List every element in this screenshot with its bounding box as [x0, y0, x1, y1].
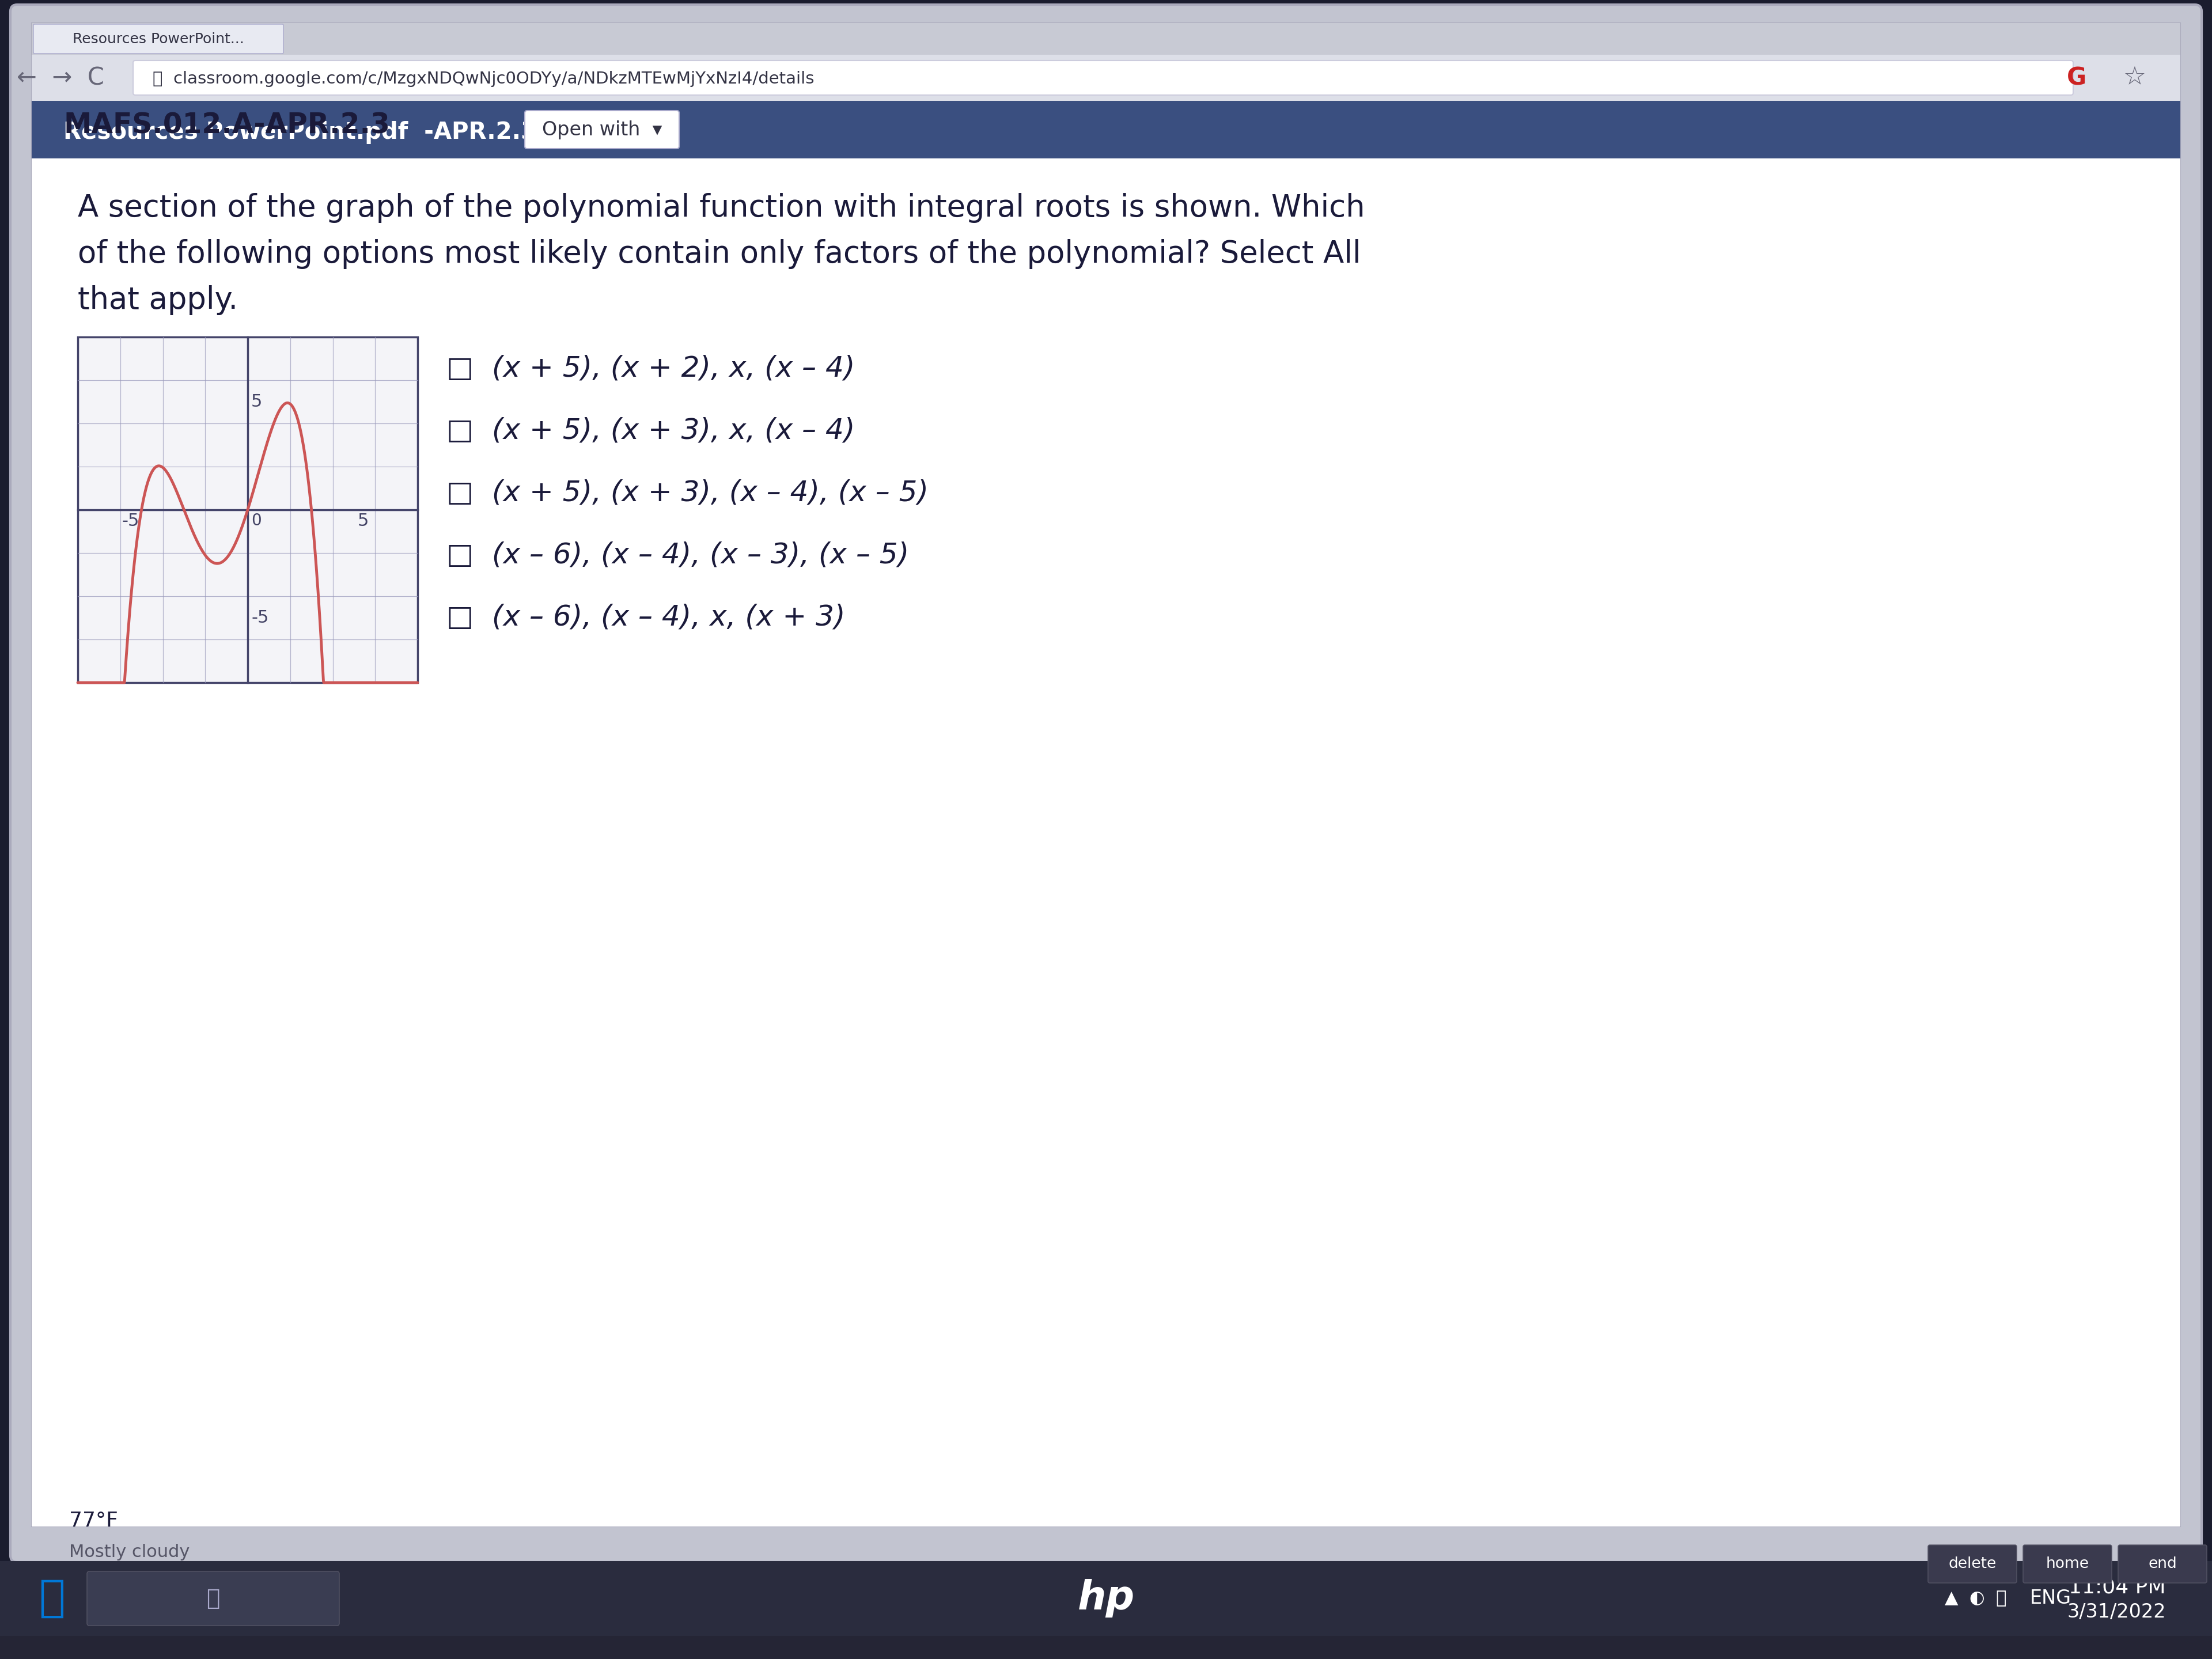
Text: Mostly cloudy: Mostly cloudy	[69, 1545, 190, 1561]
FancyBboxPatch shape	[86, 1571, 338, 1626]
Text: delete: delete	[1949, 1556, 1997, 1571]
Text: 🔍: 🔍	[206, 1588, 219, 1609]
Text: A section of the graph of the polynomial function with integral roots is shown. : A section of the graph of the polynomial…	[77, 192, 1365, 222]
Text: hp: hp	[1077, 1579, 1135, 1618]
Bar	[31, 158, 2181, 1526]
Text: Resources PowerPoint...: Resources PowerPoint...	[73, 32, 243, 46]
Bar	[0, 1561, 2212, 1636]
Text: □  (x – 6), (x – 4), (x – 3), (x – 5): □ (x – 6), (x – 4), (x – 3), (x – 5)	[447, 541, 909, 569]
FancyBboxPatch shape	[33, 25, 283, 53]
Text: □  (x + 5), (x + 3), (x – 4), (x – 5): □ (x + 5), (x + 3), (x – 4), (x – 5)	[447, 479, 929, 506]
Text: 77°F: 77°F	[69, 1511, 117, 1531]
Text: □  (x – 6), (x – 4), x, (x + 3): □ (x – 6), (x – 4), x, (x + 3)	[447, 604, 845, 630]
FancyBboxPatch shape	[524, 111, 679, 149]
Text: 0: 0	[252, 513, 261, 529]
FancyBboxPatch shape	[2119, 1545, 2208, 1583]
Text: Open with  ▾: Open with ▾	[542, 119, 661, 139]
Text: 11:04 PM: 11:04 PM	[2068, 1578, 2166, 1598]
Text: end: end	[2148, 1556, 2177, 1571]
Text: 3/31/2022: 3/31/2022	[2066, 1603, 2166, 1621]
Text: G: G	[2066, 66, 2086, 90]
Text: ENG: ENG	[2031, 1589, 2070, 1608]
FancyBboxPatch shape	[133, 60, 2073, 95]
Text: 5: 5	[252, 393, 263, 410]
Text: that apply.: that apply.	[77, 285, 239, 315]
Bar	[77, 337, 418, 682]
Text: -5: -5	[252, 609, 268, 625]
Bar	[0, 1632, 2212, 1659]
Text: home: home	[2046, 1556, 2088, 1571]
Text: 5: 5	[358, 513, 369, 529]
Bar	[31, 55, 2181, 101]
Bar	[31, 23, 2181, 55]
Text: □  (x + 5), (x + 2), x, (x – 4): □ (x + 5), (x + 2), x, (x – 4)	[447, 355, 856, 382]
Bar	[31, 101, 2181, 158]
Text: ☆: ☆	[2124, 65, 2146, 90]
Text: 🔒  classroom.google.com/c/MzgxNDQwNjc0ODYy/a/NDkzMTEwMjYxNzI4/details: 🔒 classroom.google.com/c/MzgxNDQwNjc0ODY…	[153, 71, 814, 86]
FancyBboxPatch shape	[11, 5, 2201, 1563]
Text: □  (x + 5), (x + 3), x, (x – 4): □ (x + 5), (x + 3), x, (x – 4)	[447, 416, 856, 445]
Text: ⧉: ⧉	[38, 1578, 64, 1619]
FancyBboxPatch shape	[1929, 1545, 2017, 1583]
Text: MAFS.012.A-APR.2.3: MAFS.012.A-APR.2.3	[64, 111, 389, 139]
Text: Resources PowerPoint.pdf  -APR.2.3: Resources PowerPoint.pdf -APR.2.3	[64, 121, 538, 144]
Text: ▲  ◐  🔊: ▲ ◐ 🔊	[1944, 1591, 2006, 1608]
FancyBboxPatch shape	[2024, 1545, 2112, 1583]
Text: ←  →  C: ← → C	[18, 66, 104, 90]
Text: of the following options most likely contain only factors of the polynomial? Sel: of the following options most likely con…	[77, 239, 1360, 269]
Text: -5: -5	[122, 513, 139, 529]
